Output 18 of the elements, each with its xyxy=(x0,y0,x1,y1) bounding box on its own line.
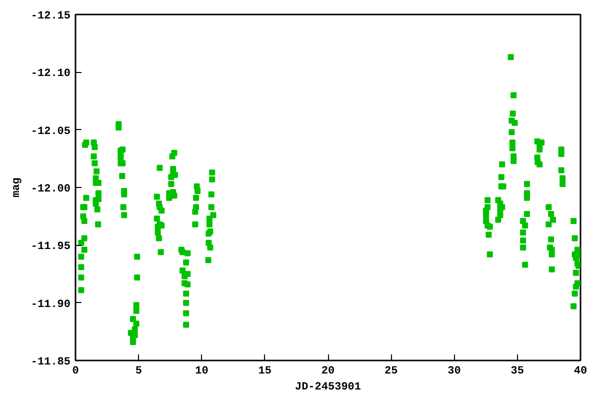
y-tick-label: -12.15 xyxy=(30,10,71,22)
x-tick-label: 40 xyxy=(574,366,588,378)
x-tick-label: 35 xyxy=(510,366,524,378)
x-tick-label: 5 xyxy=(135,366,142,378)
y-tick-label: -12.10 xyxy=(30,68,71,80)
x-tick-label: 20 xyxy=(321,366,335,378)
x-axis-title: JD-2453901 xyxy=(294,382,362,394)
x-tick-label: 15 xyxy=(258,366,272,378)
y-tick-label: -11.90 xyxy=(30,298,71,311)
x-tick-label: 10 xyxy=(195,366,208,378)
y-tick-label: -12.00 xyxy=(30,184,71,196)
x-tick-label: 25 xyxy=(384,366,398,378)
y-tick-label: -11.85 xyxy=(30,356,71,368)
y-axis-title: mag xyxy=(10,178,23,198)
x-tick-label: 30 xyxy=(448,366,461,378)
y-tick-label: -12.05 xyxy=(30,126,71,138)
y-tick-label: -11.95 xyxy=(30,241,71,254)
x-tick-label: 0 xyxy=(72,366,79,378)
